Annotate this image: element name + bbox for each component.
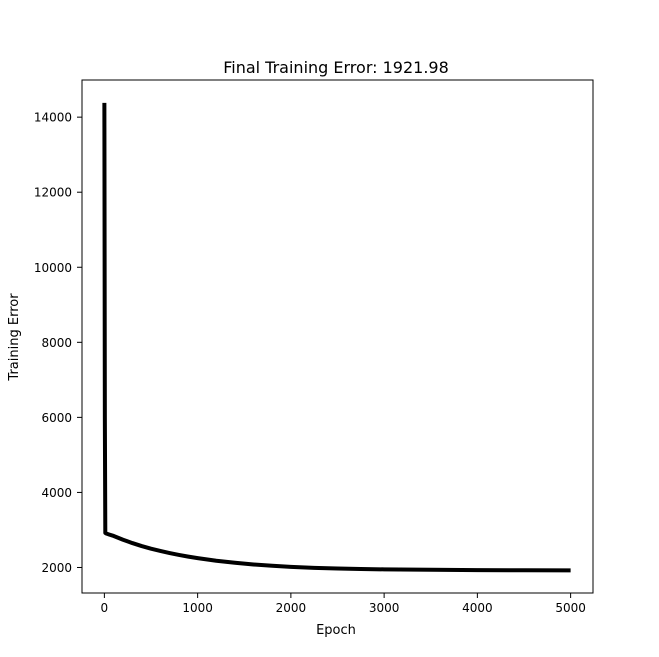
y-tick-label: 14000 <box>34 111 72 125</box>
x-axis: 0 1000 2000 3000 4000 5000 <box>101 593 586 615</box>
x-axis-label: Epoch <box>316 623 356 638</box>
x-tick-label: 0 <box>101 601 109 615</box>
chart-marks <box>102 102 571 573</box>
x-tick-label: 3000 <box>369 601 400 615</box>
y-axis-label: Training Error <box>7 293 22 382</box>
x-tick-label: 5000 <box>555 601 586 615</box>
y-tick-label: 2000 <box>41 561 72 575</box>
y-tick-label: 4000 <box>41 486 72 500</box>
plot-frame <box>81 79 594 594</box>
x-tick-label: 2000 <box>276 601 307 615</box>
series-line-training-error <box>102 102 571 573</box>
x-tick-label: 4000 <box>462 601 493 615</box>
y-tick-label: 12000 <box>34 186 72 200</box>
chart-title: Final Training Error: 1921.98 <box>223 58 449 77</box>
x-tick-label: 1000 <box>182 601 213 615</box>
y-tick-label: 6000 <box>41 411 72 425</box>
y-tick-label: 8000 <box>41 336 72 350</box>
y-tick-label: 10000 <box>34 261 72 275</box>
y-axis: 2000 4000 6000 8000 10000 12000 14000 <box>34 111 82 575</box>
